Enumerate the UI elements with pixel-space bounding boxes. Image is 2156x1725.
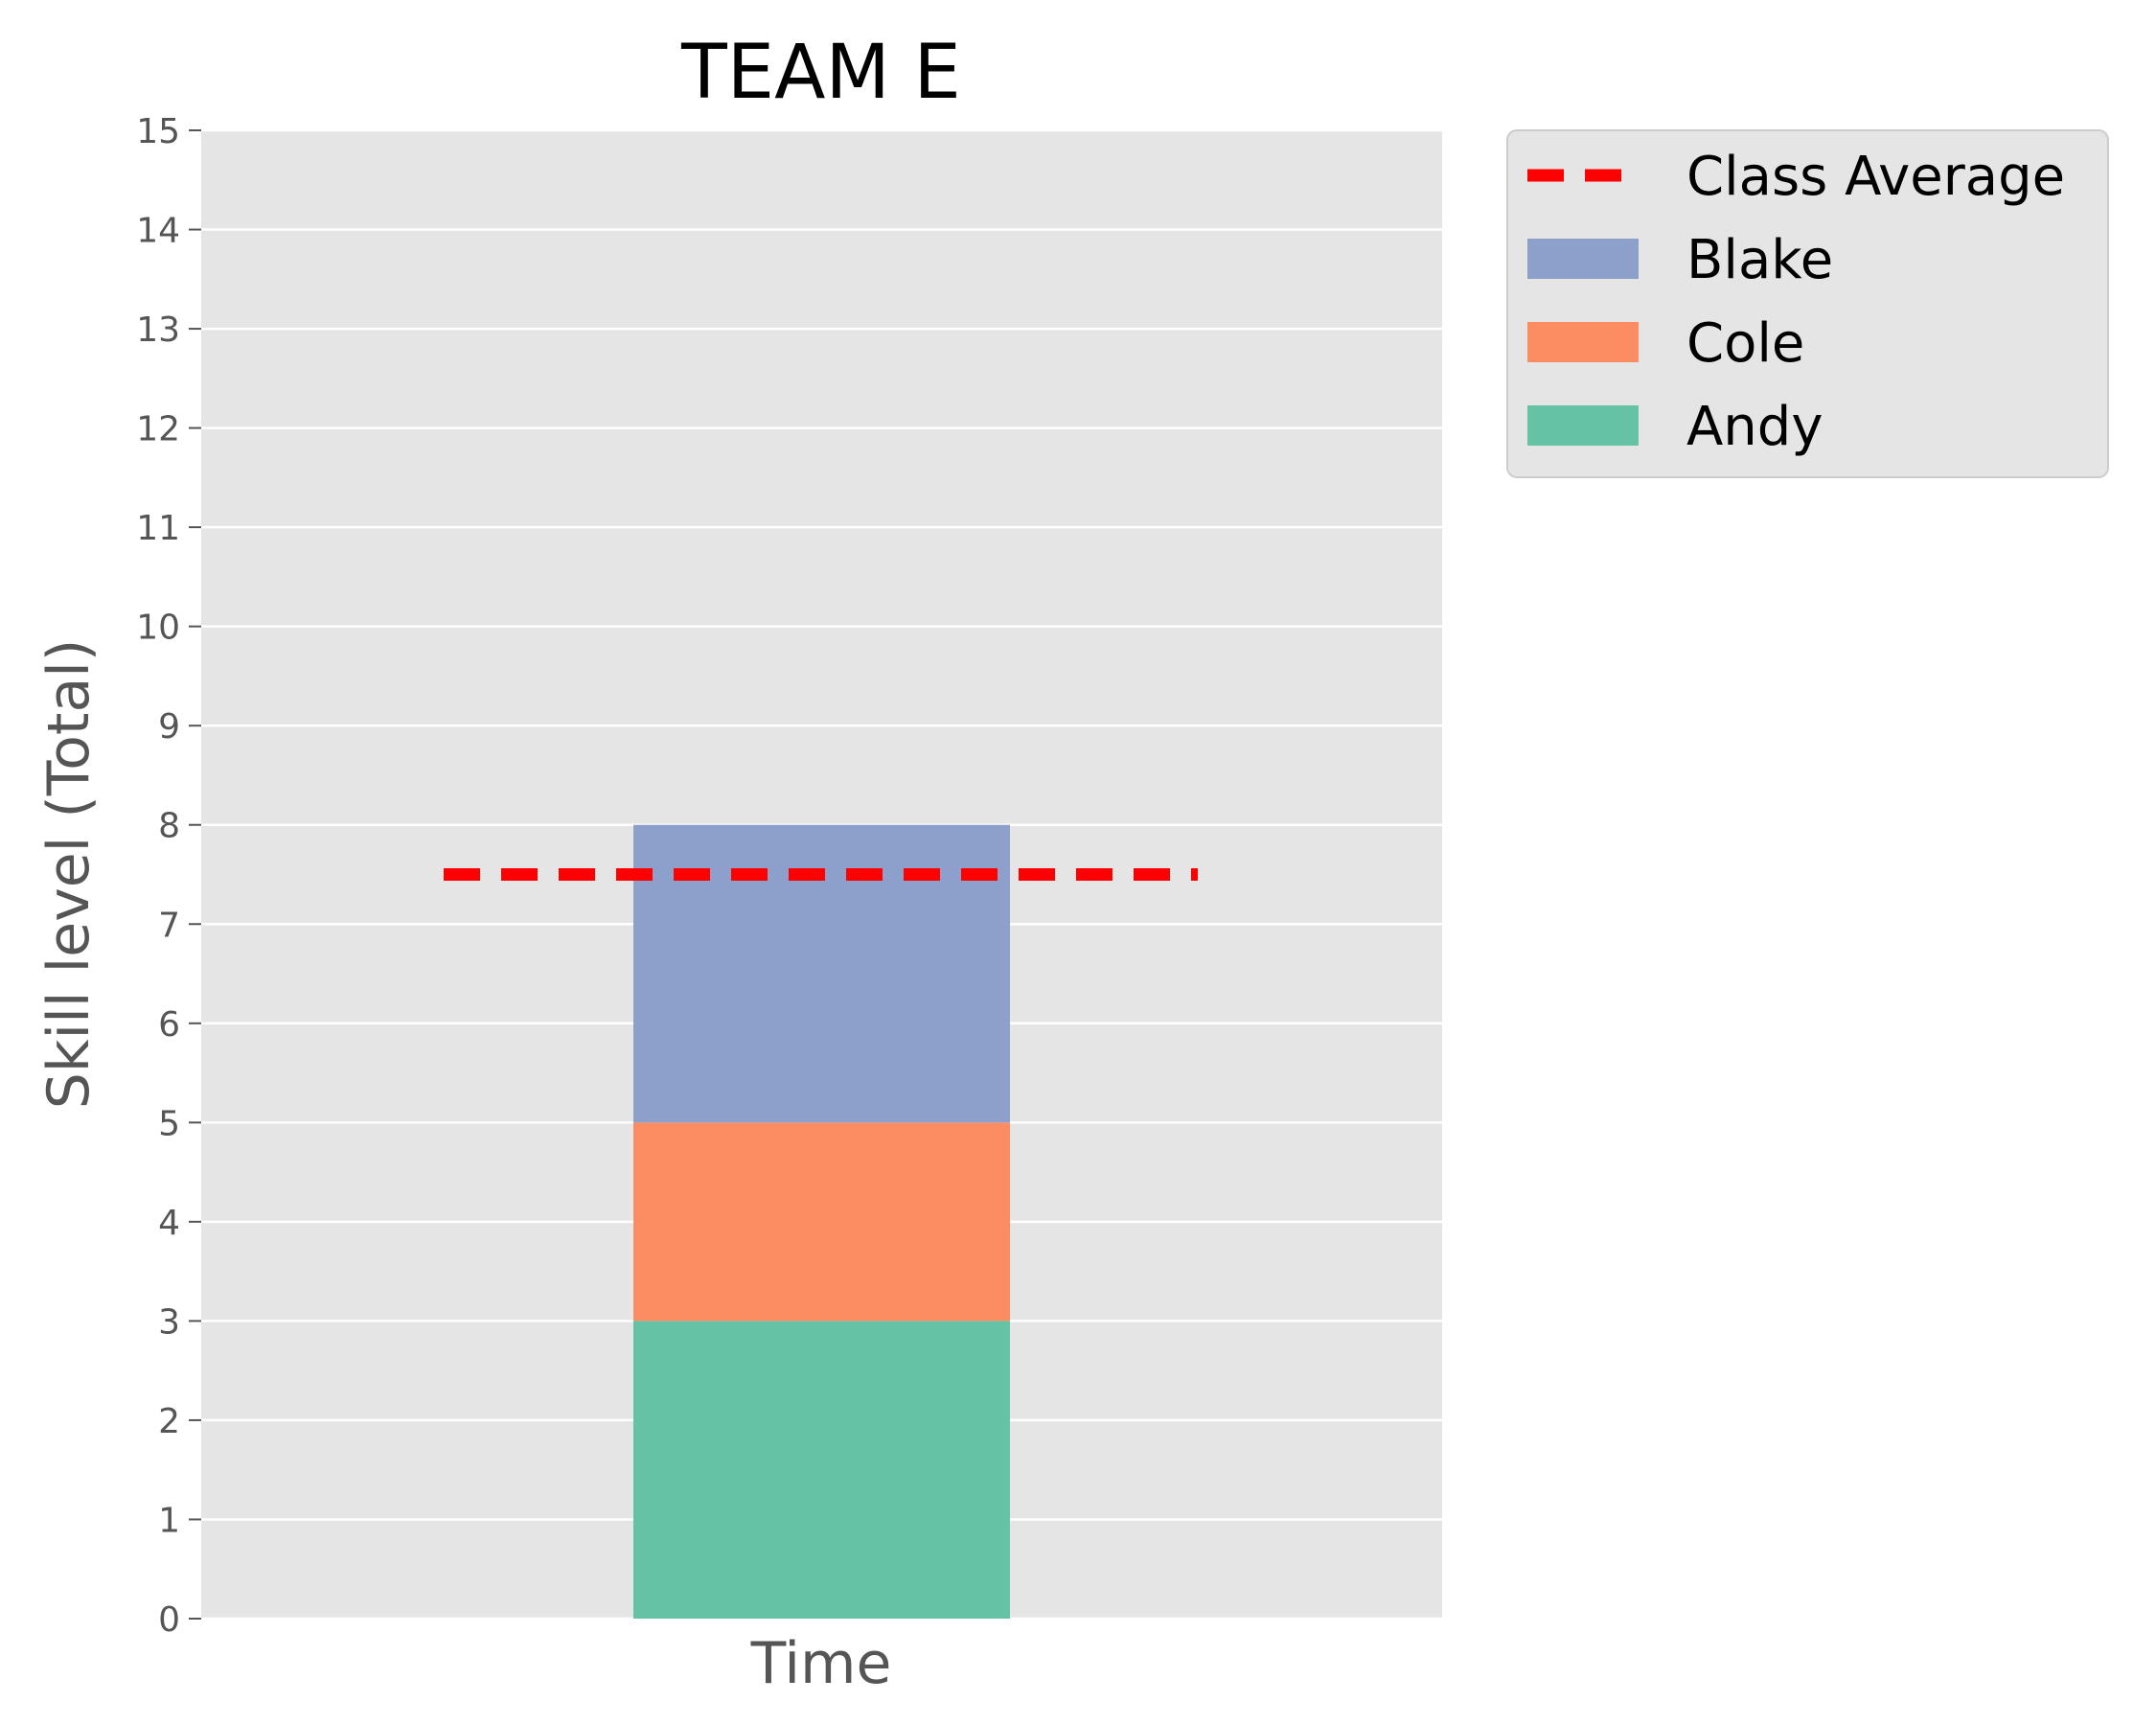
y-tick-label: 11 <box>136 509 180 548</box>
legend-label: Cole <box>1686 312 1804 375</box>
legend: Class Average Blake Cole Andy <box>1506 129 2109 478</box>
legend-label: Andy <box>1686 396 1823 458</box>
y-tick-label: 15 <box>136 112 180 151</box>
y-tick-label: 3 <box>158 1302 180 1342</box>
chart-title: TEAM E <box>680 30 961 116</box>
y-tick-label: 7 <box>158 906 180 945</box>
bar-segment-andy <box>633 1321 1010 1619</box>
y-tick-label: 10 <box>136 609 180 648</box>
y-tick-label: 12 <box>136 410 180 449</box>
y-tick-label: 8 <box>158 807 180 846</box>
legend-label: Class Average <box>1686 146 2065 208</box>
y-tick-label: 9 <box>158 707 180 747</box>
y-axis-label: Skill level (Total) <box>35 639 103 1110</box>
legend-swatch-andy <box>1527 405 1639 446</box>
y-tick-label: 13 <box>136 310 180 350</box>
legend-box <box>1506 129 2109 478</box>
bar-segment-cole <box>633 1122 1010 1322</box>
y-tick-label: 0 <box>158 1600 180 1640</box>
y-tick-label: 4 <box>158 1204 180 1243</box>
legend-swatch-blake <box>1527 239 1639 279</box>
grid-lines <box>201 128 1442 1621</box>
legend-label: Blake <box>1686 229 1833 291</box>
bar-segments <box>633 824 1010 1619</box>
y-tick-label: 2 <box>158 1402 180 1441</box>
x-axis-label: Time <box>750 1630 892 1697</box>
y-tick-label: 6 <box>158 1005 180 1045</box>
legend-swatch-cole <box>1527 322 1639 362</box>
y-tick-label: 14 <box>136 212 180 251</box>
y-tick-label: 5 <box>158 1104 180 1143</box>
y-tick-label: 1 <box>158 1501 180 1540</box>
